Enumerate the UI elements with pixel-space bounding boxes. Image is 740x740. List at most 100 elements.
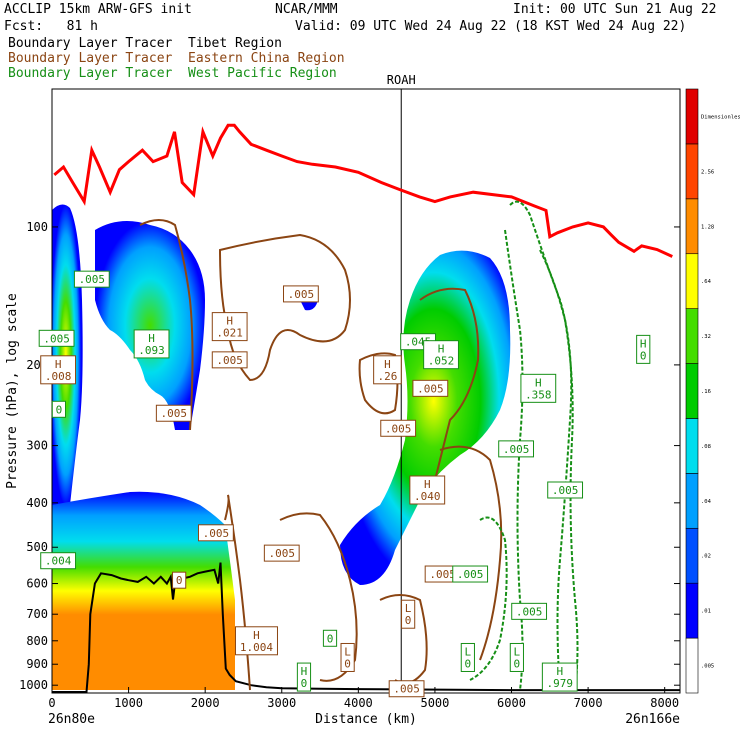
colorbar-swatch	[685, 418, 699, 474]
contour-label-text: .093	[138, 344, 165, 357]
contour-label: .005	[73, 270, 110, 288]
contour-label-text: H	[226, 315, 233, 328]
colorbar-label: .005	[701, 664, 714, 670]
contour-label-text: .005	[516, 605, 543, 618]
contour-label-box	[40, 552, 77, 570]
y-tick-label: 900	[26, 657, 48, 671]
contour-label: .005	[388, 680, 425, 698]
contour-label-text: H	[253, 629, 260, 642]
colorbar-label: 1.28	[701, 224, 714, 230]
contour-label-text: 0	[514, 657, 521, 670]
contour-label-box	[509, 642, 524, 672]
station-marker-label: ROAH	[387, 73, 416, 87]
contour-label-box	[263, 544, 300, 562]
contour-label: H.358	[520, 373, 557, 403]
contour-label-box	[541, 662, 578, 692]
colorbar-swatch	[685, 253, 699, 309]
contour-label-text: .979	[547, 677, 574, 690]
y-axis-label: Pressure (hPa), log scale	[5, 293, 20, 489]
contour-label: .005	[155, 404, 192, 422]
forecast-hour: Fcst: 81 h	[4, 19, 98, 34]
contour-label: 0	[172, 571, 187, 589]
x-tick-label: 2000	[191, 696, 220, 710]
contour-label: .005	[412, 379, 449, 397]
x-tick-label: 4000	[344, 696, 373, 710]
contour-label-text: H	[148, 332, 155, 345]
contour-label-text: H	[556, 665, 563, 678]
y-tick-label: 400	[26, 496, 48, 510]
contour-label-box	[211, 351, 248, 369]
contour-label-text: .005	[216, 354, 243, 367]
x-tick-label: 7000	[574, 696, 603, 710]
contour-label-text: .005	[288, 288, 315, 301]
x-tick-label: 5000	[420, 696, 449, 710]
contour-label-box	[322, 629, 338, 647]
y-tick-label: 800	[26, 634, 48, 648]
contour-label: .005	[380, 419, 417, 437]
contour-label-text: .005	[79, 273, 106, 286]
contour-label-text: 0	[56, 403, 63, 416]
contour-label-text: H	[55, 358, 62, 371]
contour-label: H.979	[541, 662, 578, 692]
colorbar-label: .02	[701, 554, 711, 560]
brown-contour	[139, 219, 194, 431]
contour-label-box	[40, 355, 77, 385]
contour-label-text: .005	[417, 382, 444, 395]
plot-frame	[51, 88, 681, 694]
contour-label-box	[636, 334, 651, 364]
contour-label-text: 0	[301, 677, 308, 690]
y-tick-label: 1000	[19, 678, 48, 692]
contour-label-text: .004	[45, 555, 72, 568]
legend-eastern-china: Boundary Layer Tracer Eastern China Regi…	[8, 51, 345, 66]
contour-label-box	[388, 680, 425, 698]
contour-label-box	[38, 329, 75, 347]
x-axis-label: Distance (km)	[315, 712, 417, 727]
contour-label: H0	[636, 334, 651, 364]
colorbar-label: .01	[701, 609, 711, 615]
colorbar-swatch	[685, 198, 699, 255]
colorbar-swatch	[685, 637, 699, 694]
contour-label-text: .005	[269, 547, 296, 560]
contour-label-text: .005	[429, 568, 456, 581]
contour-label-text: 0	[640, 349, 647, 362]
contour-label-box	[452, 565, 489, 583]
contour-label-text: .358	[525, 388, 552, 401]
contour-label: .005	[424, 565, 461, 583]
contour-label-box	[520, 373, 557, 403]
colorbar-swatch	[685, 308, 699, 364]
contour-label: H0	[296, 662, 312, 692]
contour-label-text: .005	[552, 484, 579, 497]
contour-label: .005	[38, 329, 75, 347]
green-contour	[469, 516, 508, 681]
colorbar-label: .08	[701, 444, 711, 450]
x-tick-label: 1000	[114, 696, 143, 710]
contour-label: H.008	[40, 355, 77, 385]
brown-contour	[218, 233, 351, 382]
x-tick-label: 0	[48, 696, 55, 710]
contour-label-box	[498, 440, 535, 458]
contour-label-text: .005	[43, 332, 70, 345]
model-title: ACCLIP 15km ARW-GFS init	[4, 2, 192, 17]
colorbar-swatch	[685, 88, 699, 145]
tracer-field-right-plume	[340, 250, 511, 586]
contour-label-box	[296, 662, 312, 692]
valid-time: Valid: 09 UTC Wed 24 Aug 22 (18 KST Wed …	[295, 19, 687, 34]
y-tick-label: 500	[26, 540, 48, 554]
contour-label-text: .005	[503, 443, 530, 456]
colorbar-label: .04	[701, 499, 712, 505]
colorbar-label: 2.56	[701, 169, 714, 175]
contour-label: H.26	[373, 355, 402, 385]
contour-label: 0	[51, 400, 66, 418]
contour-label-box	[211, 312, 248, 342]
contour-label-text: L	[514, 645, 521, 658]
contour-label-text: .005	[393, 683, 420, 696]
contour-label-box	[283, 285, 319, 303]
colorbar-swatch	[685, 143, 699, 200]
contour-label: .005	[452, 565, 489, 583]
init-time: Init: 00 UTC Sun 21 Aug 22	[513, 2, 717, 17]
x-tick-label: 8000	[650, 696, 679, 710]
legend-tibet: Boundary Layer Tracer Tibet Region	[8, 36, 282, 51]
contour-label-box	[511, 602, 548, 620]
